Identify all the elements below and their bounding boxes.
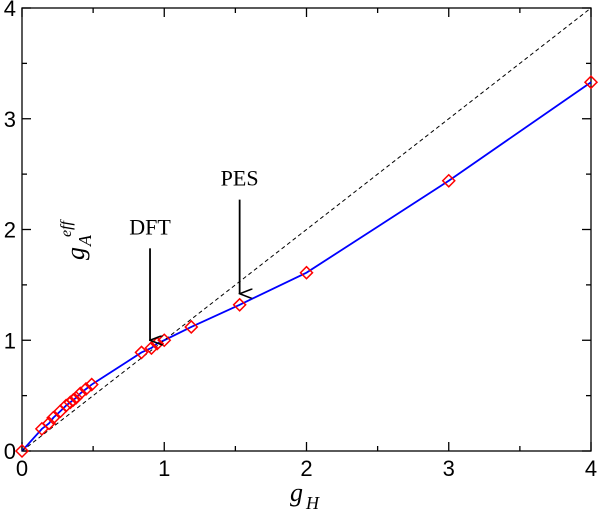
data-point-marker xyxy=(73,386,88,401)
data-point-marker xyxy=(299,265,314,280)
data-point-marker xyxy=(134,345,149,360)
y-tick-label: 2 xyxy=(4,218,16,243)
data-point-marker xyxy=(68,390,84,405)
y-tick-label: 1 xyxy=(4,328,16,353)
x-tick-label: 2 xyxy=(300,456,312,481)
data-point-marker xyxy=(144,340,159,356)
data-line xyxy=(21,81,592,452)
data-point-marker xyxy=(78,381,94,397)
data-point-marker xyxy=(41,416,57,431)
data-point-marker xyxy=(84,377,99,392)
x-tick-label: 0 xyxy=(16,456,28,481)
y-tick-label: 0 xyxy=(4,439,16,464)
annotation-label: DFT xyxy=(129,214,171,239)
x-tick-label: 4 xyxy=(585,456,597,481)
data-point-marker xyxy=(46,410,61,425)
annotation-label: PES xyxy=(221,166,259,191)
x-tick-label: 1 xyxy=(158,456,170,481)
data-point-marker xyxy=(14,443,30,459)
x-tick-label: 3 xyxy=(443,456,455,481)
y-axis-label: gAeff xyxy=(58,218,95,260)
reference-line xyxy=(21,7,592,452)
data-point-marker xyxy=(232,297,247,312)
data-point-marker xyxy=(441,173,456,188)
y-tick-label: 3 xyxy=(4,107,16,132)
y-tick-label: 4 xyxy=(4,0,16,21)
data-point-marker xyxy=(583,75,599,90)
data-point-marker xyxy=(184,319,199,335)
